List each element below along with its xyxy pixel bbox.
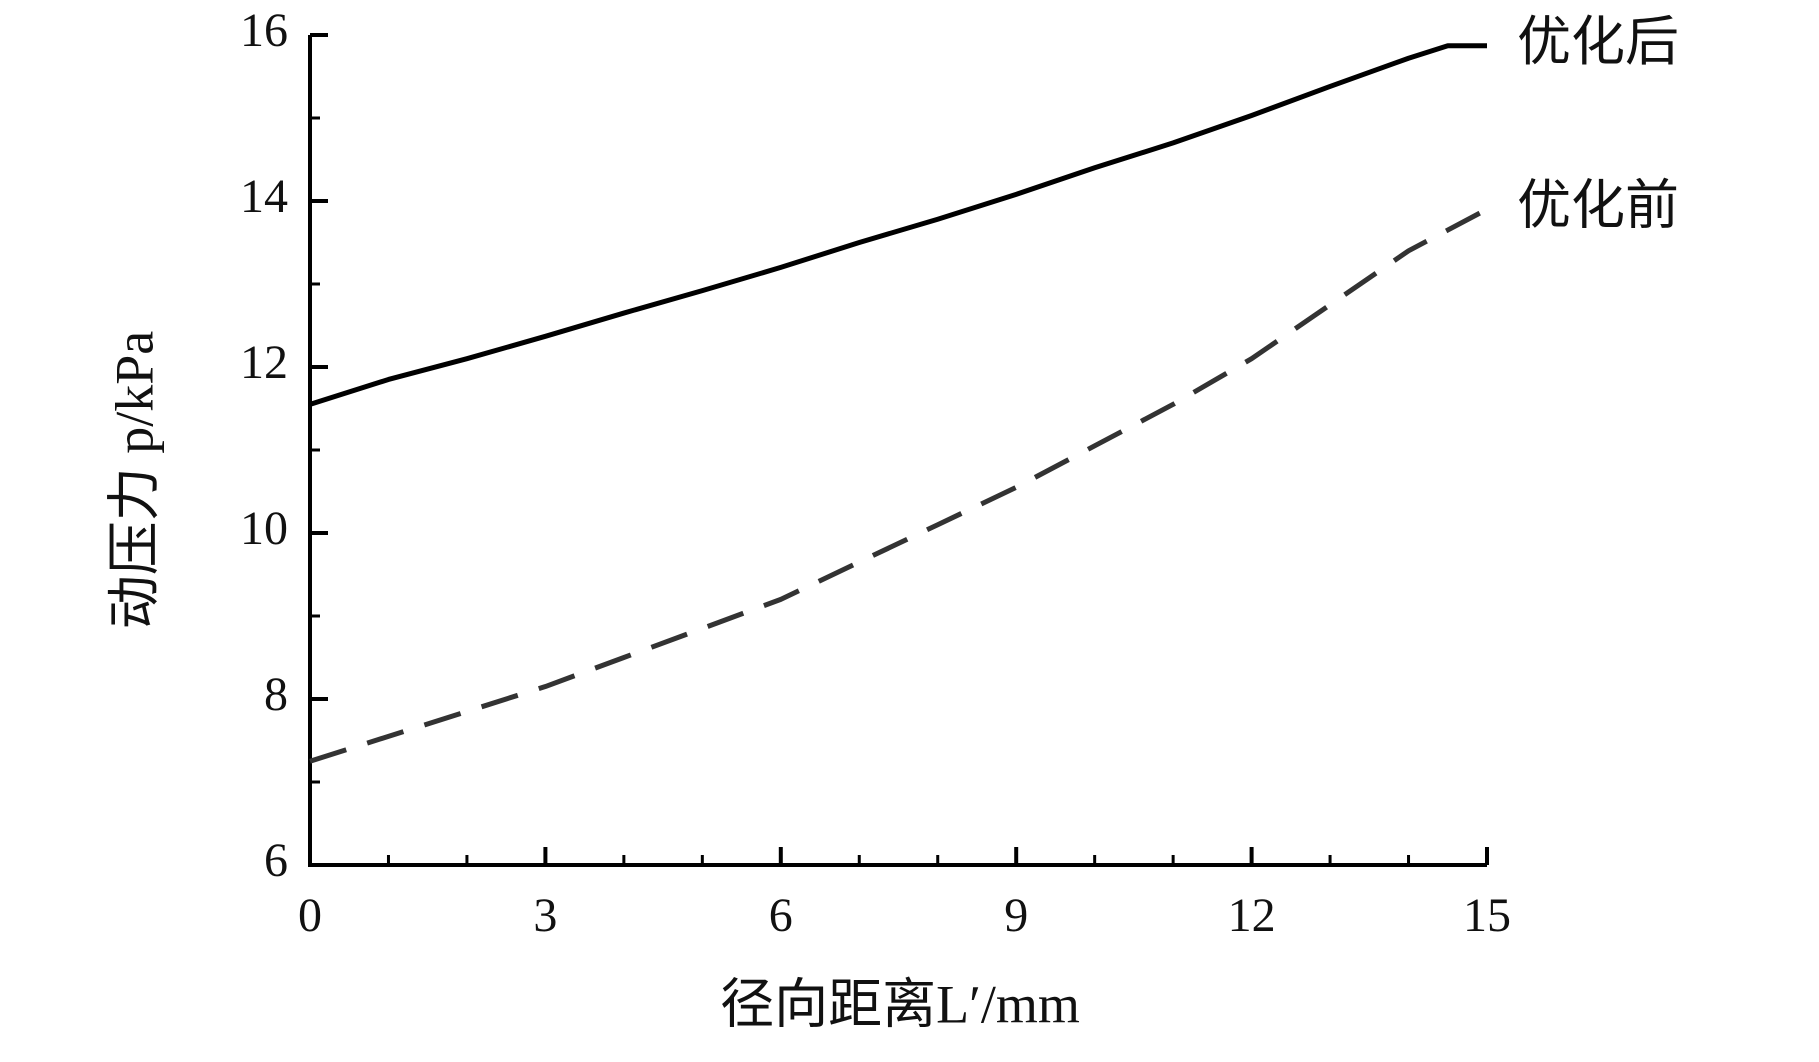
y-axis-label: 动压力 p/kPa: [104, 331, 164, 630]
y-tick-label: 12: [240, 336, 288, 389]
series-label: 优化前: [1517, 176, 1679, 236]
y-tick-label: 10: [240, 502, 288, 555]
x-tick-label: 12: [1228, 889, 1276, 942]
x-tick-label: 15: [1463, 889, 1511, 942]
x-tick-label: 9: [1004, 889, 1028, 942]
series-line: [309, 207, 1489, 764]
series-line: [309, 43, 1487, 407]
series-label: 优化后: [1517, 12, 1679, 72]
x-tick-label: 0: [298, 889, 322, 942]
y-tick-label: 16: [240, 4, 288, 57]
y-tick-label: 6: [264, 834, 288, 887]
x-tick-label: 6: [769, 889, 793, 942]
axes: [308, 35, 1487, 867]
y-tick-label: 14: [240, 170, 288, 223]
y-tick-label: 8: [264, 668, 288, 721]
x-tick-label: 3: [533, 889, 557, 942]
x-axis-label: 径向距离L′/mm: [720, 974, 1080, 1034]
